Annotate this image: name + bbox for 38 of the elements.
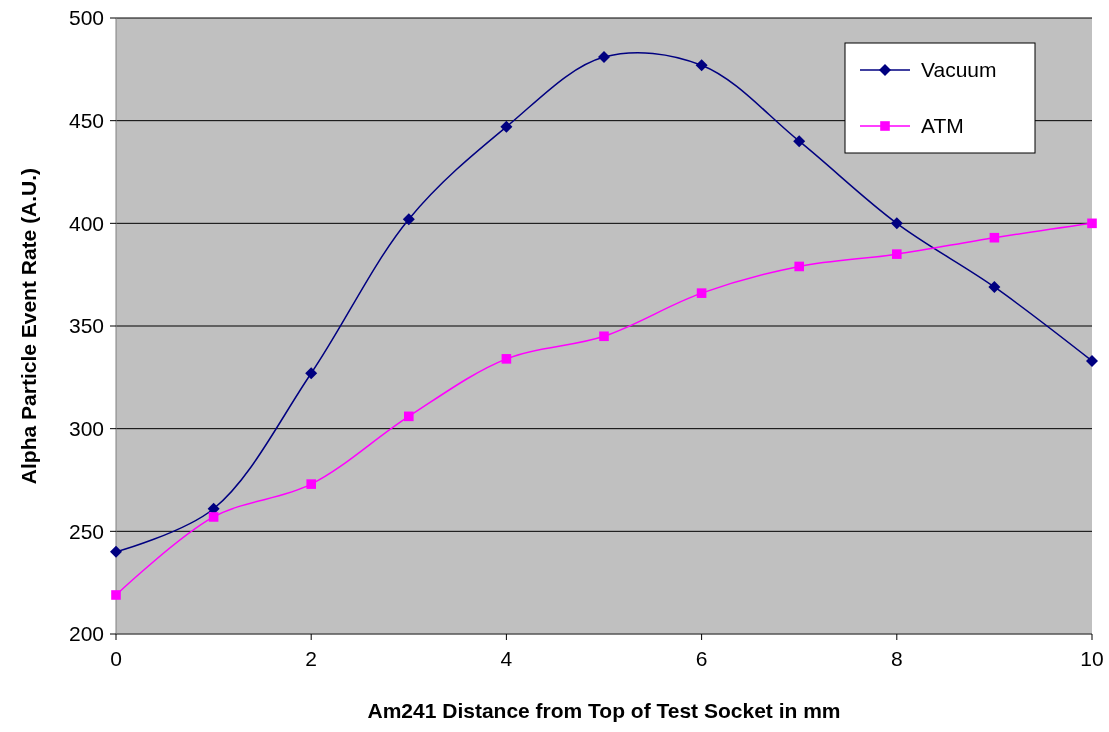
point	[110, 545, 122, 558]
point	[695, 59, 708, 72]
point	[208, 512, 219, 522]
point	[1086, 354, 1098, 367]
point	[890, 217, 903, 230]
y-tick-label: 350	[68, 314, 104, 338]
x-tick-label: 6	[695, 647, 708, 670]
point	[402, 213, 415, 226]
point	[598, 51, 610, 64]
x-tick-label: 10	[1080, 647, 1104, 670]
x-axis-title: Am241 Distance from Top of Test Socket in mm	[367, 699, 841, 722]
y-tick-label: 400	[68, 211, 104, 235]
x-tick-label: 4	[500, 647, 513, 670]
legend-label: ATM	[921, 114, 964, 138]
x-tick-label: 2	[305, 647, 318, 670]
y-axis-title: Alpha Particle Event Rate (A.U.)	[17, 167, 40, 485]
y-tick-label: 200	[68, 622, 104, 646]
point	[306, 479, 316, 489]
point	[892, 249, 902, 259]
legend-label: Vacuum	[921, 58, 997, 82]
x-tick-label: 0	[110, 647, 122, 670]
point	[988, 280, 1001, 293]
point	[1087, 218, 1097, 229]
point	[501, 354, 512, 364]
y-tick-label: 250	[68, 519, 104, 543]
point	[794, 261, 804, 272]
point	[696, 288, 707, 298]
point	[111, 590, 121, 600]
point	[404, 411, 414, 422]
point	[599, 331, 609, 342]
point	[500, 120, 513, 133]
y-tick-label: 500	[68, 6, 104, 30]
point	[989, 232, 1000, 243]
point	[793, 135, 806, 148]
y-tick-label: 300	[68, 417, 104, 441]
y-tick-label: 450	[68, 109, 104, 133]
x-tick-label: 8	[890, 647, 903, 670]
point	[305, 367, 318, 380]
